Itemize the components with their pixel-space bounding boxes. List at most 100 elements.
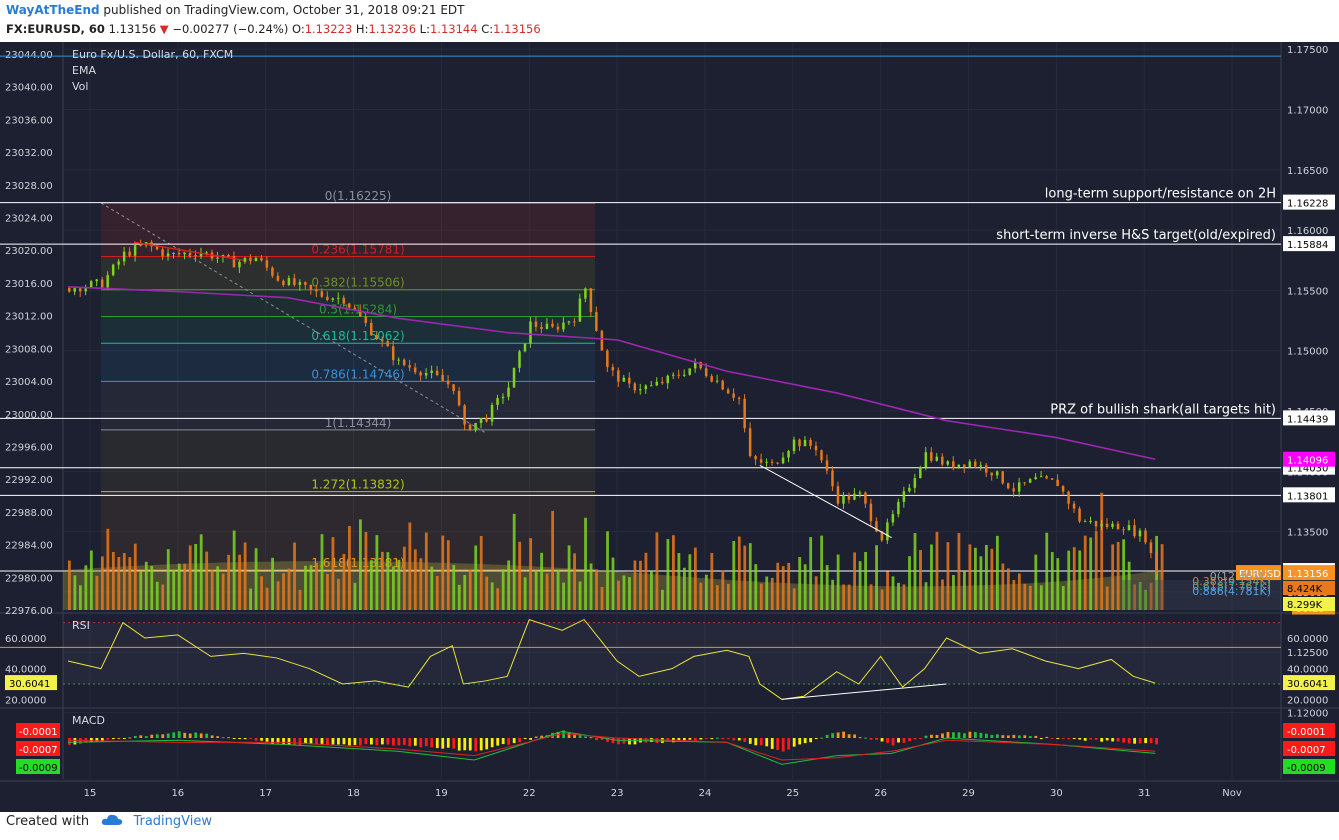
volume-fib-label: 0(12.461K) xyxy=(1210,570,1271,583)
candle-body xyxy=(726,389,730,394)
x-tick-label: 16 xyxy=(171,788,184,799)
candle-body xyxy=(150,242,153,247)
macd-hist-bar xyxy=(386,738,390,745)
candle-body xyxy=(979,465,982,467)
macd-hist-bar xyxy=(320,738,324,744)
fib-zone xyxy=(100,429,596,492)
macd-hist-bar xyxy=(880,738,884,742)
macd-hist-bar xyxy=(435,738,439,749)
volume-bar xyxy=(408,522,412,610)
macd-hist-bar xyxy=(897,738,900,743)
volume-bar xyxy=(770,577,774,610)
volume-bar xyxy=(666,539,670,610)
volume-bar xyxy=(1006,568,1010,610)
macd-hist-bar xyxy=(452,738,456,749)
volume-bar xyxy=(507,560,511,610)
publish-header: WayAtTheEnd published on TradingView.com… xyxy=(6,3,464,17)
candle-body xyxy=(512,367,516,388)
left-tick-label: 22992.00 xyxy=(5,475,53,486)
volume-bar xyxy=(337,578,340,610)
volume-bar xyxy=(139,570,143,610)
volume-bar xyxy=(287,568,291,610)
macd-hist-bar xyxy=(1116,738,1120,742)
candle-body xyxy=(1067,491,1070,504)
candle-body xyxy=(913,478,917,488)
volume-bar xyxy=(1050,552,1054,610)
footer: Created with TradingView xyxy=(6,814,212,829)
candle-body xyxy=(364,316,368,323)
macd-hist-bar xyxy=(869,738,873,740)
macd-hist-bar xyxy=(814,738,818,739)
macd-right-tag: -0.0001 xyxy=(1287,727,1326,738)
candle-body xyxy=(842,495,845,504)
macd-hist-bar xyxy=(1050,738,1054,739)
macd-hist-bar xyxy=(199,733,203,738)
macd-hist-bar xyxy=(946,732,950,738)
macd-hist-bar xyxy=(441,738,445,749)
macd-hist-bar xyxy=(117,737,121,739)
volume-bar xyxy=(364,531,368,610)
candle-body xyxy=(578,298,582,322)
macd-hist-bar xyxy=(787,738,791,750)
macd-title: MACD xyxy=(72,714,105,727)
volume-bar xyxy=(188,545,192,610)
candle-body xyxy=(216,257,219,259)
volume-bar xyxy=(370,560,373,610)
candle-body xyxy=(814,445,818,451)
candle-body xyxy=(562,322,565,330)
candle-body xyxy=(919,467,922,479)
candle-body xyxy=(897,501,900,515)
candle-body xyxy=(397,359,400,361)
candle-body xyxy=(315,289,318,292)
volume-bar xyxy=(183,563,187,610)
candle-body xyxy=(1056,479,1059,487)
volume-bar xyxy=(858,561,862,610)
candle-body xyxy=(501,396,505,399)
macd-hist-bar xyxy=(468,738,472,751)
x-tick-label: Nov xyxy=(1222,788,1242,799)
right-tick-label: 1.13500 xyxy=(1287,528,1328,539)
macd-hist-bar xyxy=(342,738,346,745)
volume-bar xyxy=(512,513,516,610)
rsi-divergence-line xyxy=(781,683,947,700)
volume-bar xyxy=(869,584,873,610)
volume-bar xyxy=(501,569,505,610)
tradingview-link[interactable]: TradingView xyxy=(133,814,212,829)
macd-hist-bar xyxy=(995,734,999,738)
volume-bar xyxy=(1105,586,1109,610)
macd-hist-bar xyxy=(457,738,461,751)
left-tick-label: 23032.00 xyxy=(5,148,53,159)
candle-body xyxy=(704,368,708,377)
macd-hist-bar xyxy=(1083,738,1087,741)
macd-left-tag-bg xyxy=(16,741,60,756)
volume-bar xyxy=(984,544,988,610)
candle-body xyxy=(419,372,422,376)
macd-hist-bar xyxy=(238,738,242,740)
level-annotation: short-term inverse H&S target(old/expire… xyxy=(996,228,1276,243)
volume-bar xyxy=(551,510,554,610)
fib-level-label: 0.618(1.15062) xyxy=(311,329,404,343)
candle-body xyxy=(348,303,351,308)
x-tick-label: 25 xyxy=(786,788,799,799)
volume-bar xyxy=(693,547,697,610)
chart-title: Euro Fx/U.S. Dollar, 60, FXCM xyxy=(72,48,233,61)
candle-body xyxy=(1149,542,1153,554)
macd-hist-bar xyxy=(413,738,417,746)
candle-body xyxy=(298,282,302,285)
chart-svg[interactable]: 15 16 17 18 19 22 23 24 25 26 29 30 31 Nov 1.17500 1.17… xyxy=(0,42,1339,812)
x-tick-label: 18 xyxy=(347,788,360,799)
chart-area[interactable]: 15 16 17 18 19 22 23 24 25 26 29 30 31 Nov 1.17500 1.17… xyxy=(0,42,1339,812)
candle-body xyxy=(924,452,928,468)
price-badge-bg xyxy=(1283,451,1335,467)
author-link[interactable]: WayAtTheEnd xyxy=(6,3,100,17)
volume-bar xyxy=(68,560,71,610)
macd-hist-bar xyxy=(1094,738,1098,740)
volume-bar xyxy=(534,570,538,610)
volume-bar xyxy=(677,553,681,610)
macd-hist-bar xyxy=(858,737,862,739)
volume-bar xyxy=(309,565,313,610)
volume-bar xyxy=(935,531,939,610)
macd-hist-bar xyxy=(606,738,609,742)
volume-bar xyxy=(293,542,296,610)
rsi-value-tag-bg xyxy=(5,675,57,691)
